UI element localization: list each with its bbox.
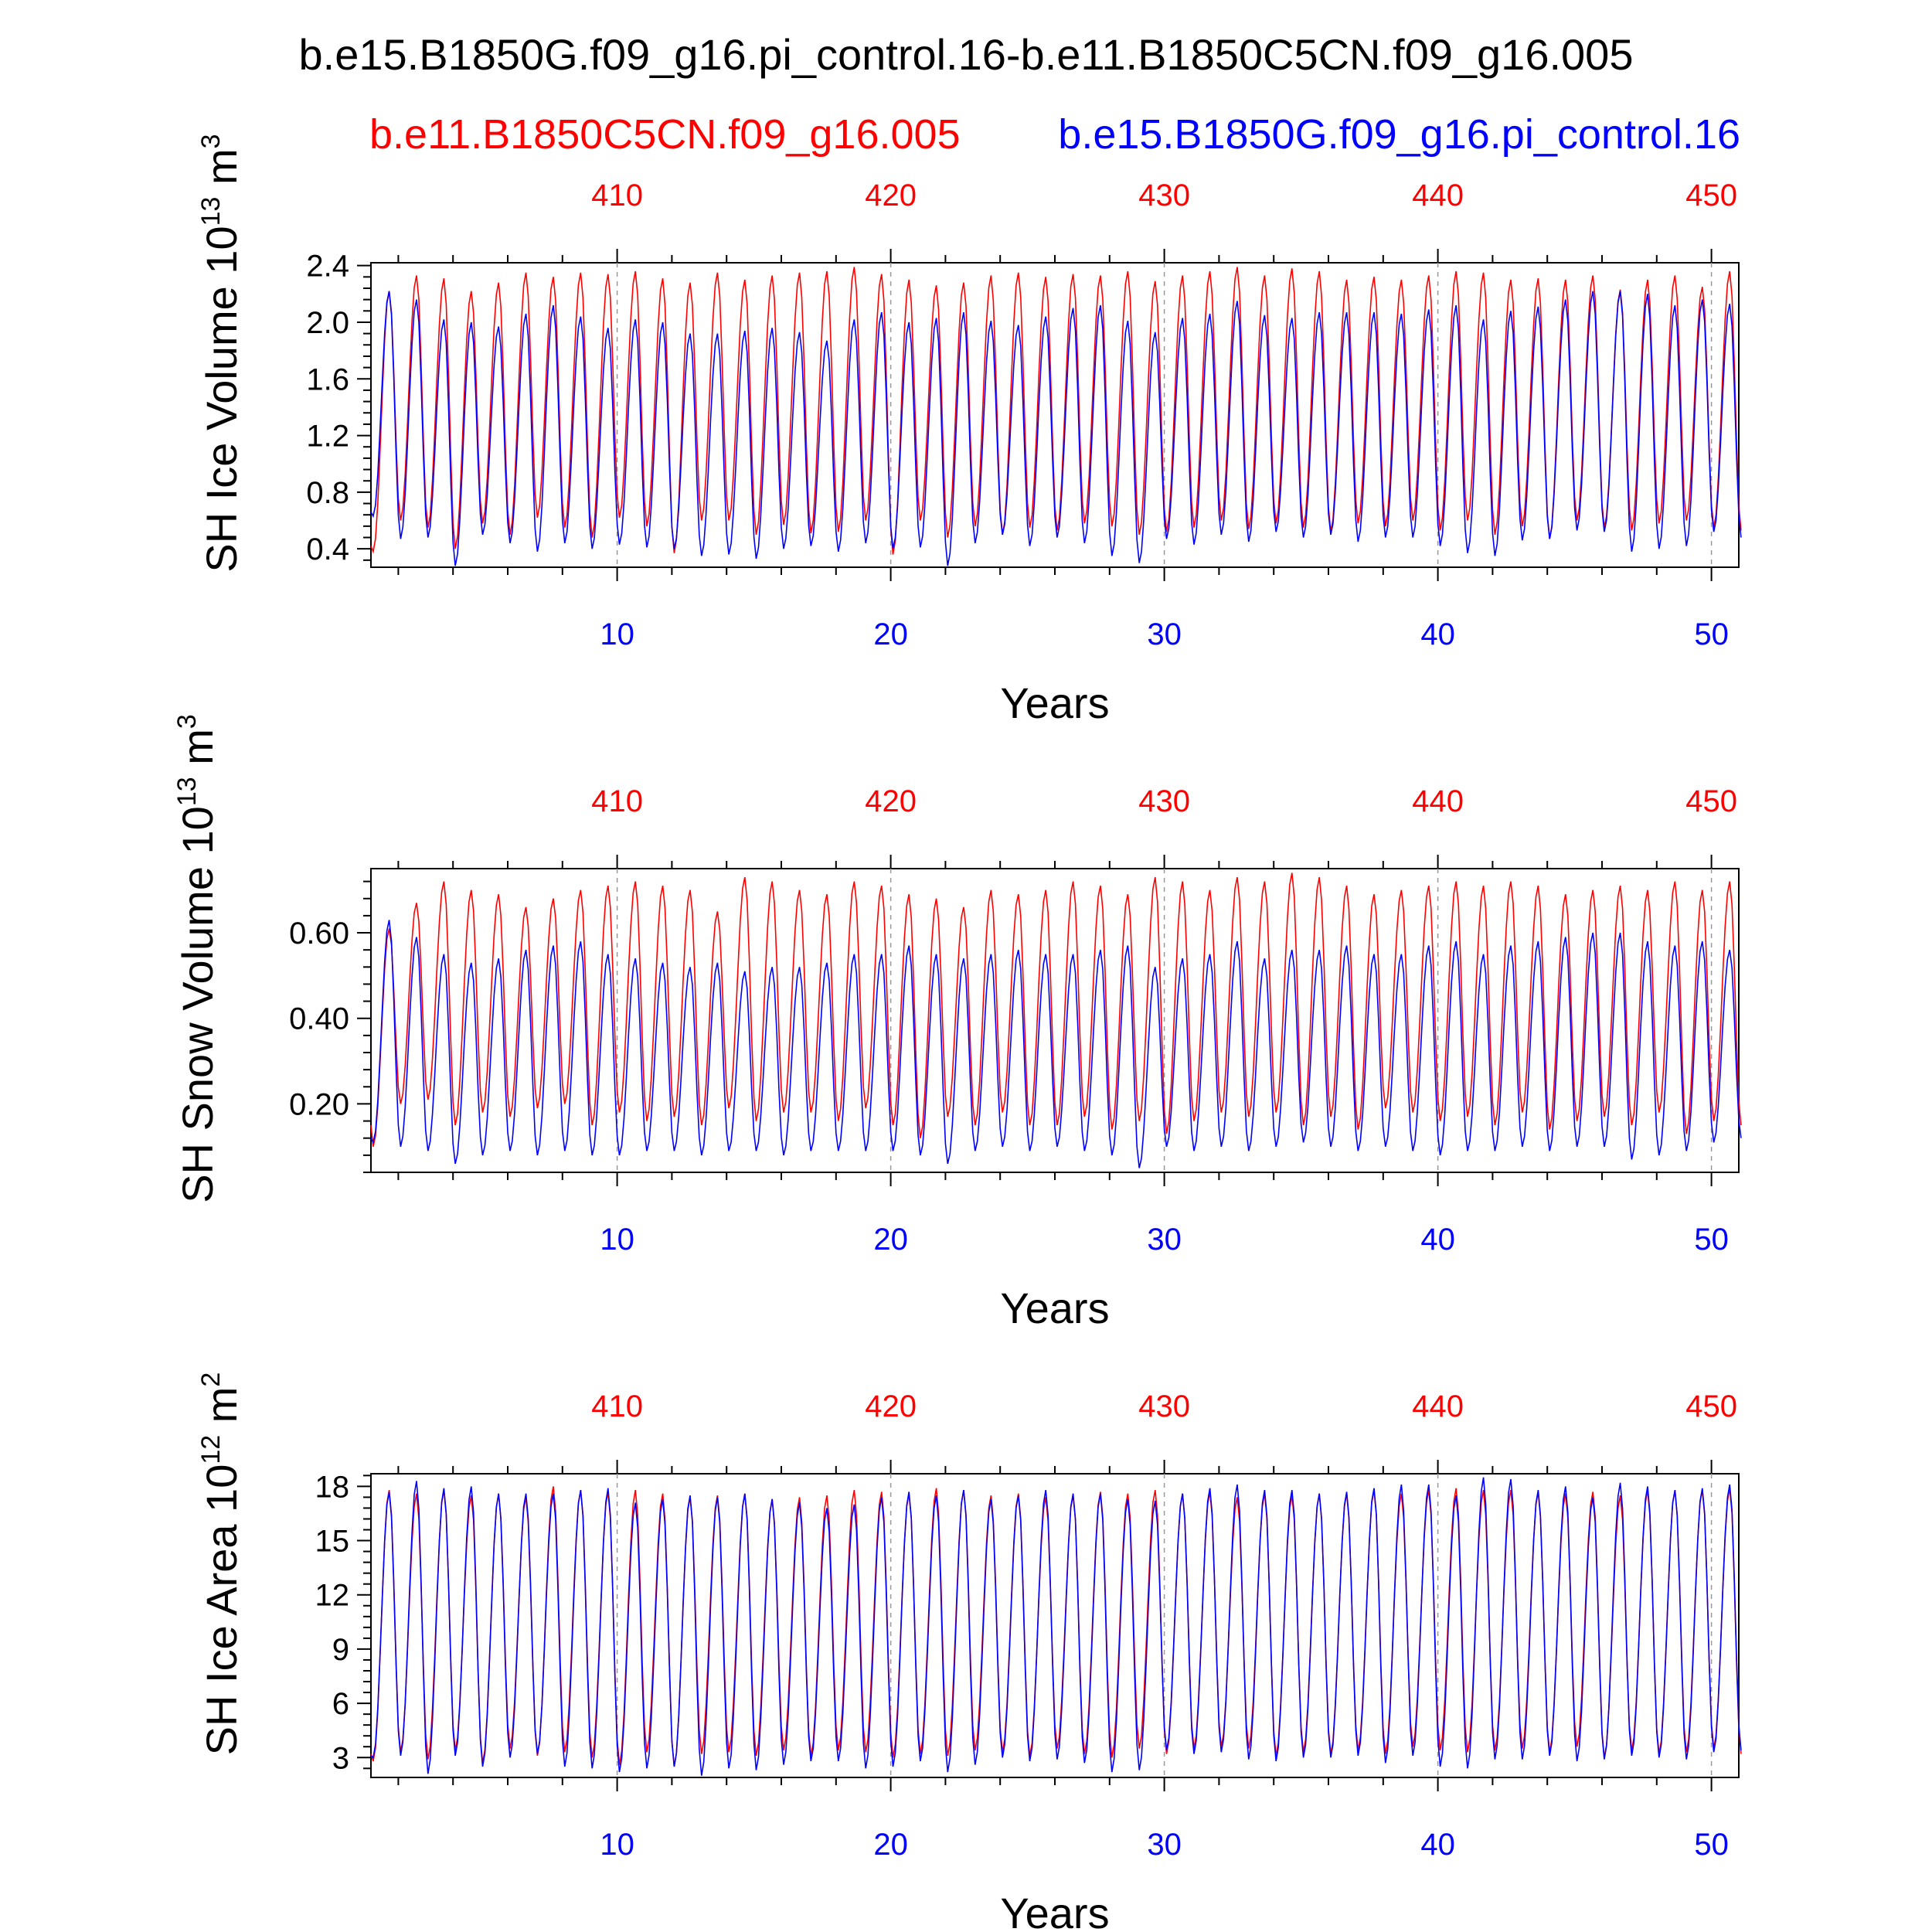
x-tick-label-bottom: 20	[873, 1828, 908, 1862]
series-line-blue	[370, 920, 1742, 1168]
y-tick-label: 0.4	[306, 532, 349, 566]
x-tick-label-bottom: 50	[1694, 1223, 1729, 1257]
x-tick-label-top: 440	[1412, 179, 1464, 213]
x-axis-title: Years	[1000, 1284, 1109, 1332]
x-tick-label-bottom: 30	[1147, 617, 1182, 651]
y-tick-label: 18	[315, 1470, 350, 1504]
y-tick-label: 9	[332, 1633, 349, 1667]
chart-panel-ice_volume: 0.4 0.8 1.2 1.6 2.0 2.4 10 410 20 420 30 430 40 440 50…	[196, 134, 1742, 727]
x-tick-label-top: 410	[591, 1389, 643, 1423]
chart-panel-ice_area: 3 6 9 12 15 18 10 410 20 420 30 430 40 440 50 450 Years S…	[196, 1372, 1742, 1932]
y-tick-label: 0.40	[289, 1002, 349, 1036]
x-axis-title: Years	[1000, 1889, 1109, 1932]
x-tick-label-bottom: 20	[873, 1223, 908, 1257]
y-tick-label: 0.20	[289, 1087, 349, 1121]
y-axis-title: SH Ice Volume 1013 m3	[196, 134, 246, 572]
y-tick-label: 3	[332, 1741, 349, 1775]
x-tick-label-top: 420	[865, 179, 917, 213]
x-tick-label-top: 430	[1138, 784, 1190, 818]
y-tick-label: 15	[315, 1525, 350, 1559]
x-tick-label-bottom: 50	[1694, 1828, 1729, 1862]
x-tick-label-top: 450	[1685, 784, 1737, 818]
y-tick-label: 12	[315, 1579, 350, 1613]
x-tick-label-bottom: 40	[1420, 617, 1455, 651]
x-tick-label-top: 440	[1412, 784, 1464, 818]
y-tick-label: 0.8	[306, 476, 349, 510]
y-tick-label: 2.4	[306, 250, 349, 284]
x-tick-label-top: 410	[591, 179, 643, 213]
x-tick-label-top: 420	[865, 1389, 917, 1423]
x-tick-label-bottom: 30	[1147, 1828, 1182, 1862]
chart-title: b.e15.B1850G.f09_g16.pi_control.16-b.e11…	[299, 30, 1634, 79]
x-tick-label-top: 440	[1412, 1389, 1464, 1423]
x-axis-title: Years	[1000, 679, 1109, 727]
series-line-red	[370, 872, 1742, 1147]
y-tick-label: 0.60	[289, 917, 349, 951]
x-tick-label-bottom: 10	[600, 1828, 634, 1862]
x-tick-label-top: 410	[591, 784, 643, 818]
y-axis-title: SH Ice Area 1012 m2	[196, 1372, 246, 1756]
x-tick-label-bottom: 20	[873, 617, 908, 651]
series-line-blue	[370, 291, 1742, 566]
x-tick-label-bottom: 40	[1420, 1828, 1455, 1862]
x-tick-label-bottom: 40	[1420, 1223, 1455, 1257]
y-tick-label: 1.2	[306, 420, 349, 454]
legend-label-red: b.e11.B1850C5CN.f09_g16.005	[369, 111, 961, 158]
x-tick-label-bottom: 10	[600, 1223, 634, 1257]
x-tick-label-top: 430	[1138, 1389, 1190, 1423]
x-tick-label-top: 450	[1685, 179, 1737, 213]
y-tick-label: 6	[332, 1687, 349, 1721]
x-tick-label-top: 450	[1685, 1389, 1737, 1423]
x-tick-label-bottom: 30	[1147, 1223, 1182, 1257]
series-line-red	[370, 267, 1742, 555]
y-tick-label: 1.6	[306, 362, 349, 396]
y-axis-title: SH Snow Volume 1013 m3	[172, 714, 222, 1203]
x-tick-label-top: 430	[1138, 179, 1190, 213]
legend-label-blue: b.e15.B1850G.f09_g16.pi_control.16	[1058, 111, 1740, 158]
x-tick-label-bottom: 10	[600, 617, 634, 651]
x-tick-label-top: 420	[865, 784, 917, 818]
x-tick-label-bottom: 50	[1694, 617, 1729, 651]
series-line-blue	[370, 1477, 1742, 1776]
chart-panel-snow_volume: 0.20 0.40 0.60 10 410 20 420 30 430 40 440 50 450 Yea…	[172, 714, 1742, 1332]
y-tick-label: 2.0	[306, 306, 349, 340]
